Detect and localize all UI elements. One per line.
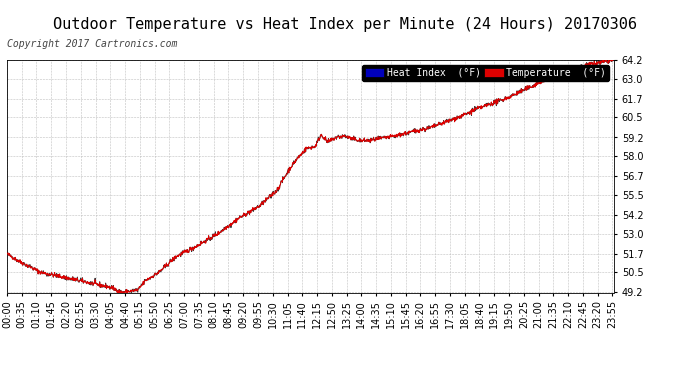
Legend: Heat Index  (°F), Temperature  (°F): Heat Index (°F), Temperature (°F) (362, 65, 609, 81)
Text: Outdoor Temperature vs Heat Index per Minute (24 Hours) 20170306: Outdoor Temperature vs Heat Index per Mi… (53, 17, 637, 32)
Text: Copyright 2017 Cartronics.com: Copyright 2017 Cartronics.com (7, 39, 177, 50)
